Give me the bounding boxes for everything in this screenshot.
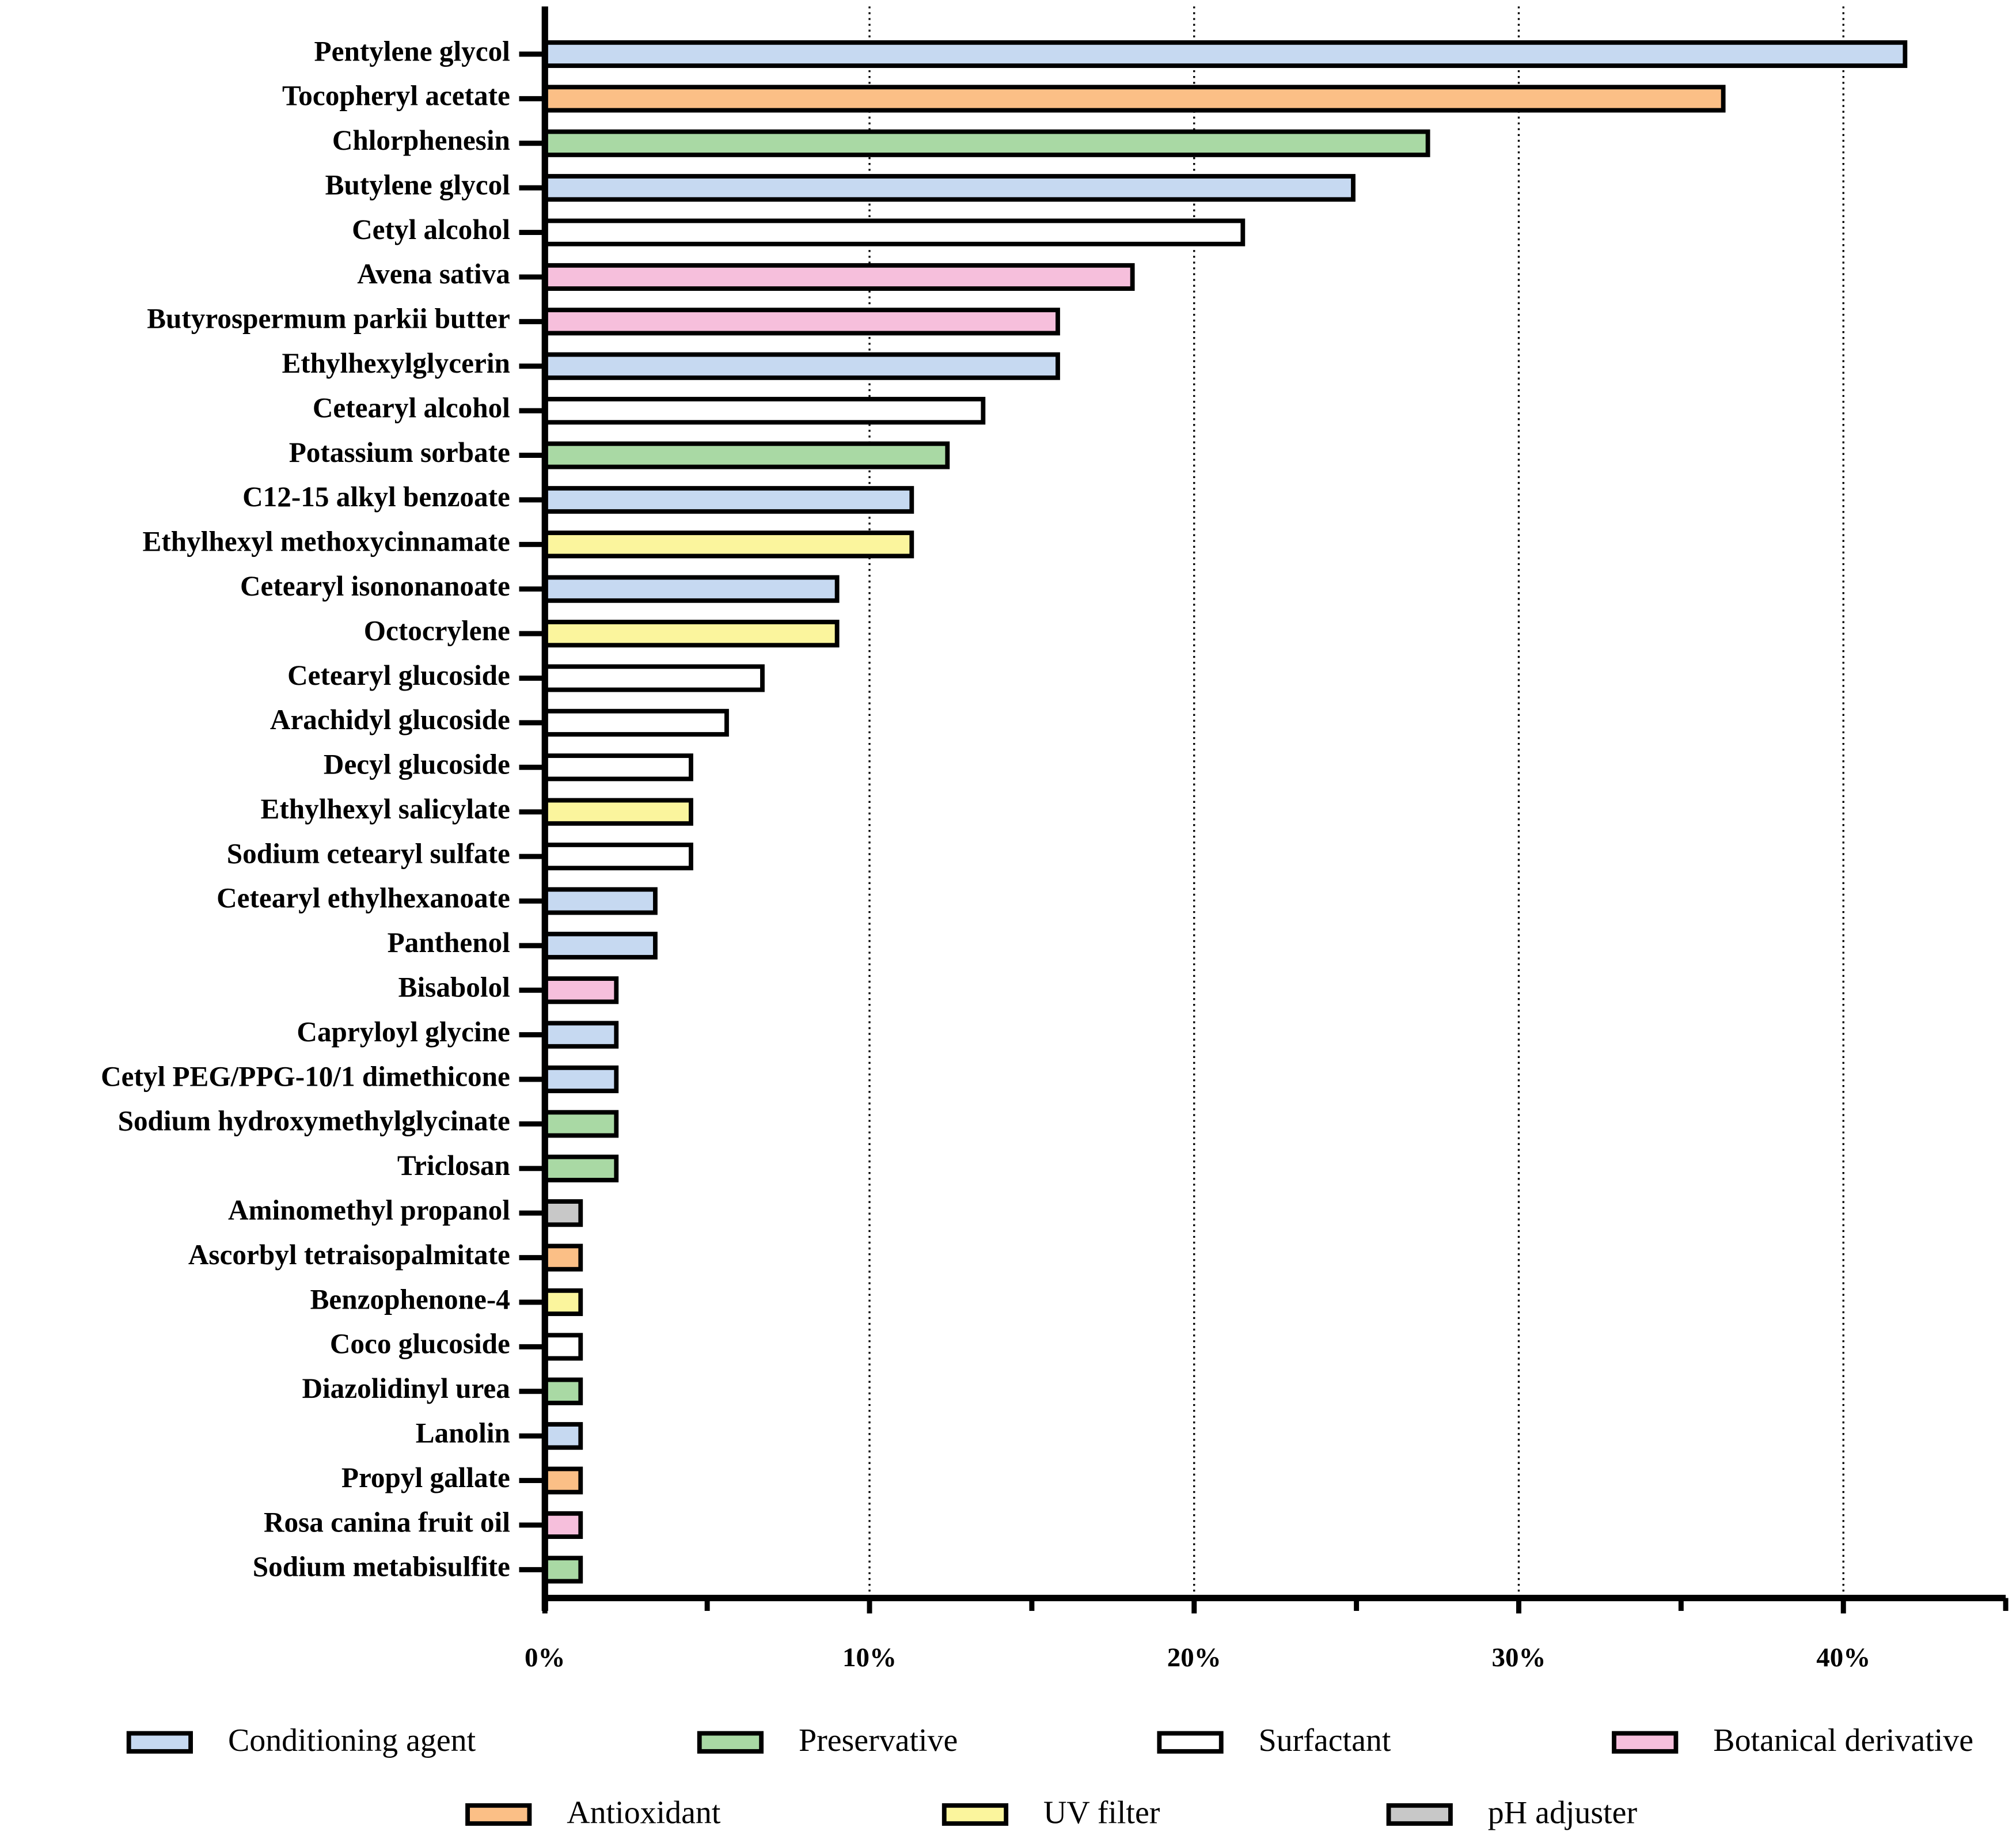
bar xyxy=(542,530,914,559)
bar xyxy=(542,1333,583,1361)
x-tick-label: 10% xyxy=(842,1643,897,1673)
bar xyxy=(542,129,1430,157)
category-label: Coco glucoside xyxy=(330,1328,510,1360)
bar xyxy=(542,1511,583,1540)
legend-label: Antioxidant xyxy=(567,1795,721,1831)
legend-swatch xyxy=(1157,1731,1224,1754)
bar xyxy=(542,1288,583,1317)
bar xyxy=(542,931,658,960)
bar xyxy=(542,1556,583,1584)
category-label: Aminomethyl propanol xyxy=(228,1194,510,1226)
bar xyxy=(542,174,1356,202)
bar xyxy=(542,843,693,871)
category-label: Ethylhexylglycerin xyxy=(282,347,510,379)
bar xyxy=(542,1154,619,1182)
category-label: Pentylene glycol xyxy=(314,35,510,67)
bar xyxy=(542,40,1908,69)
category-label: Lanolin xyxy=(416,1417,510,1449)
bar xyxy=(542,1243,583,1272)
category-label: Decyl glucoside xyxy=(324,749,510,780)
category-label: Benzophenone-4 xyxy=(310,1283,510,1315)
bar xyxy=(542,708,729,737)
bar xyxy=(542,753,693,782)
category-label: Cetearyl glucoside xyxy=(287,659,510,691)
bar xyxy=(542,1377,583,1405)
x-tick-label: 30% xyxy=(1492,1643,1546,1673)
legend-swatch xyxy=(1386,1803,1453,1826)
category-label: Tocopheryl acetate xyxy=(282,80,510,112)
category-label: Ethylhexyl methoxycinnamate xyxy=(142,526,510,558)
bar xyxy=(542,798,693,826)
category-label: Cetyl alcohol xyxy=(352,214,510,245)
category-label: Cetearyl ethylhexanoate xyxy=(217,882,510,914)
category-label: Cetearyl alcohol xyxy=(313,392,510,423)
x-tick-label: 20% xyxy=(1167,1643,1221,1673)
bar xyxy=(542,1422,583,1450)
category-label: C12-15 alkyl benzoate xyxy=(242,481,510,513)
category-label: Cetearyl isononanoate xyxy=(240,570,510,602)
bar xyxy=(542,218,1246,247)
bar xyxy=(542,352,1060,380)
legend-swatch xyxy=(1612,1731,1679,1754)
legend-swatch xyxy=(941,1803,1009,1826)
category-label: Panthenol xyxy=(388,927,510,958)
legend-swatch xyxy=(126,1731,193,1754)
legend-label: Surfactant xyxy=(1259,1723,1391,1758)
x-tick-label: 40% xyxy=(1816,1643,1870,1673)
legend-swatch xyxy=(465,1803,532,1826)
legend-label: UV filter xyxy=(1043,1795,1160,1831)
legend-swatch xyxy=(697,1731,764,1754)
category-label: Sodium cetearyl sulfate xyxy=(227,837,510,869)
category-label: Arachidyl glucoside xyxy=(270,704,510,735)
bar xyxy=(542,620,840,648)
category-label: Potassium sorbate xyxy=(289,437,510,468)
legend-label: pH adjuster xyxy=(1488,1795,1638,1831)
category-label: Cetyl PEG/PPG-10/1 dimethicone xyxy=(101,1060,510,1092)
bar xyxy=(542,976,619,1004)
category-label: Chlorphenesin xyxy=(332,124,510,156)
category-label: Capryloyl glycine xyxy=(297,1016,510,1048)
category-label: Avena sativa xyxy=(357,258,510,290)
category-label: Butylene glycol xyxy=(325,169,510,200)
legend-label: Preservative xyxy=(799,1723,958,1758)
bar xyxy=(542,85,1726,113)
category-label: Ascorbyl tetraisopalmitate xyxy=(188,1239,510,1271)
bar xyxy=(542,1021,619,1049)
bar xyxy=(542,441,950,469)
bar xyxy=(542,1065,619,1094)
legend-label: Conditioning agent xyxy=(228,1723,476,1758)
bar xyxy=(542,486,914,514)
x-tick-label: 0% xyxy=(525,1643,565,1673)
category-label: Triclosan xyxy=(397,1150,510,1181)
bar xyxy=(542,397,986,425)
bar xyxy=(542,1466,583,1495)
category-label: Diazolidinyl urea xyxy=(302,1372,510,1404)
category-label: Ethylhexyl salicylate xyxy=(261,793,510,825)
legend-label: Botanical derivative xyxy=(1713,1723,1973,1758)
bar xyxy=(542,308,1060,336)
category-label: Rosa canina fruit oil xyxy=(264,1506,510,1538)
bar xyxy=(542,263,1135,291)
category-label: Propyl gallate xyxy=(341,1462,510,1493)
bar xyxy=(542,1110,619,1138)
bar xyxy=(542,575,840,603)
category-label: Octocrylene xyxy=(364,615,510,646)
category-label: Bisabolol xyxy=(398,972,510,1003)
category-label: Sodium metabisulfite xyxy=(253,1551,510,1583)
bar xyxy=(542,664,765,692)
bar xyxy=(542,1199,583,1227)
category-label: Sodium hydroxymethylglycinate xyxy=(118,1105,510,1137)
bar xyxy=(542,887,658,915)
category-label: Butyrospermum parkii butter xyxy=(147,303,510,335)
